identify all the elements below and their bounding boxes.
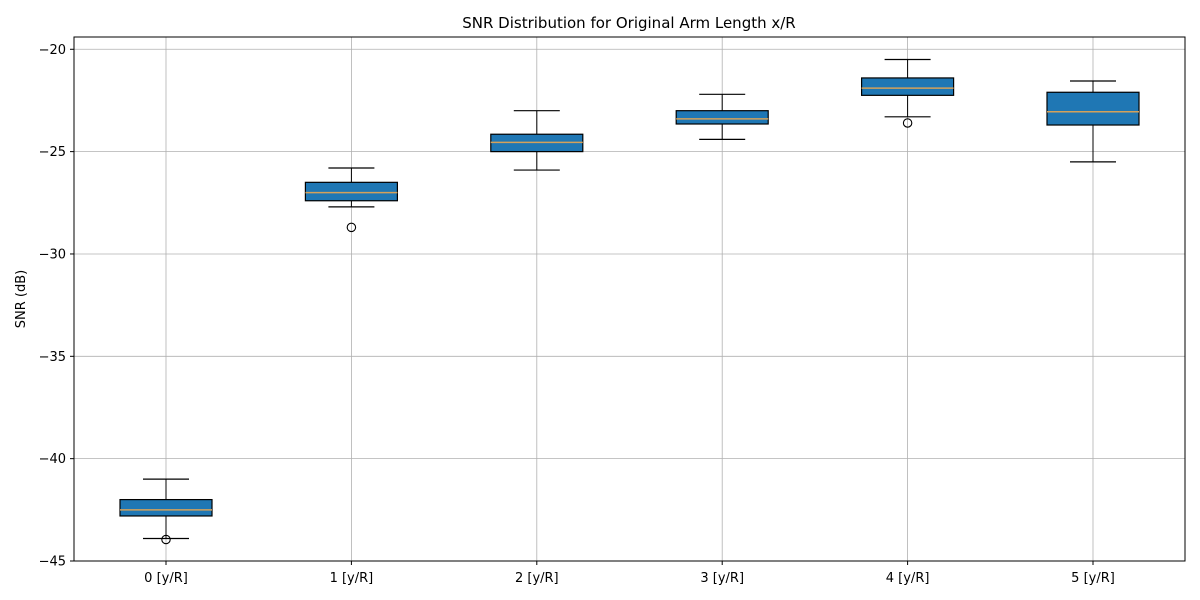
y-tick-label: −25 bbox=[39, 145, 66, 160]
y-tick-label: −45 bbox=[39, 555, 66, 570]
x-tick-label: 1 [y/R] bbox=[330, 571, 374, 586]
y-axis-label: SNR (dB) bbox=[14, 270, 29, 328]
box-body bbox=[119, 498, 213, 517]
box-group bbox=[304, 167, 398, 233]
box-group bbox=[860, 58, 955, 128]
box-body bbox=[860, 77, 955, 96]
y-tick-label: −40 bbox=[39, 452, 66, 467]
x-tick-label: 4 [y/R] bbox=[886, 571, 930, 586]
box-group bbox=[675, 93, 769, 140]
axis-layer: −20 −25 −30 −35 −40 −45 0 [y/R] 1 [y/R] 2 [y/R] 3… bbox=[39, 36, 1186, 586]
box-group bbox=[1046, 80, 1140, 163]
x-tick-label: 5 [y/R] bbox=[1071, 571, 1115, 586]
outlier-point bbox=[161, 534, 171, 545]
box-group bbox=[119, 478, 213, 545]
box-body bbox=[1046, 91, 1140, 126]
y-tick-label: −35 bbox=[39, 350, 66, 365]
plot-frame bbox=[73, 36, 1186, 562]
box-layer bbox=[119, 58, 1140, 545]
outlier-point bbox=[346, 222, 357, 233]
chart-title: SNR Distribution for Original Arm Length… bbox=[462, 14, 795, 32]
box-body bbox=[304, 181, 398, 202]
grid-layer bbox=[74, 37, 1185, 562]
x-tick-label: 0 [y/R] bbox=[144, 571, 188, 586]
x-tick-label: 2 [y/R] bbox=[515, 571, 559, 586]
box-group bbox=[490, 110, 584, 171]
x-tick-label: 3 [y/R] bbox=[700, 571, 744, 586]
y-tick-label: −30 bbox=[39, 247, 66, 262]
outlier-point bbox=[902, 118, 913, 128]
y-tick-label: −20 bbox=[39, 43, 66, 58]
box-body bbox=[675, 110, 769, 125]
